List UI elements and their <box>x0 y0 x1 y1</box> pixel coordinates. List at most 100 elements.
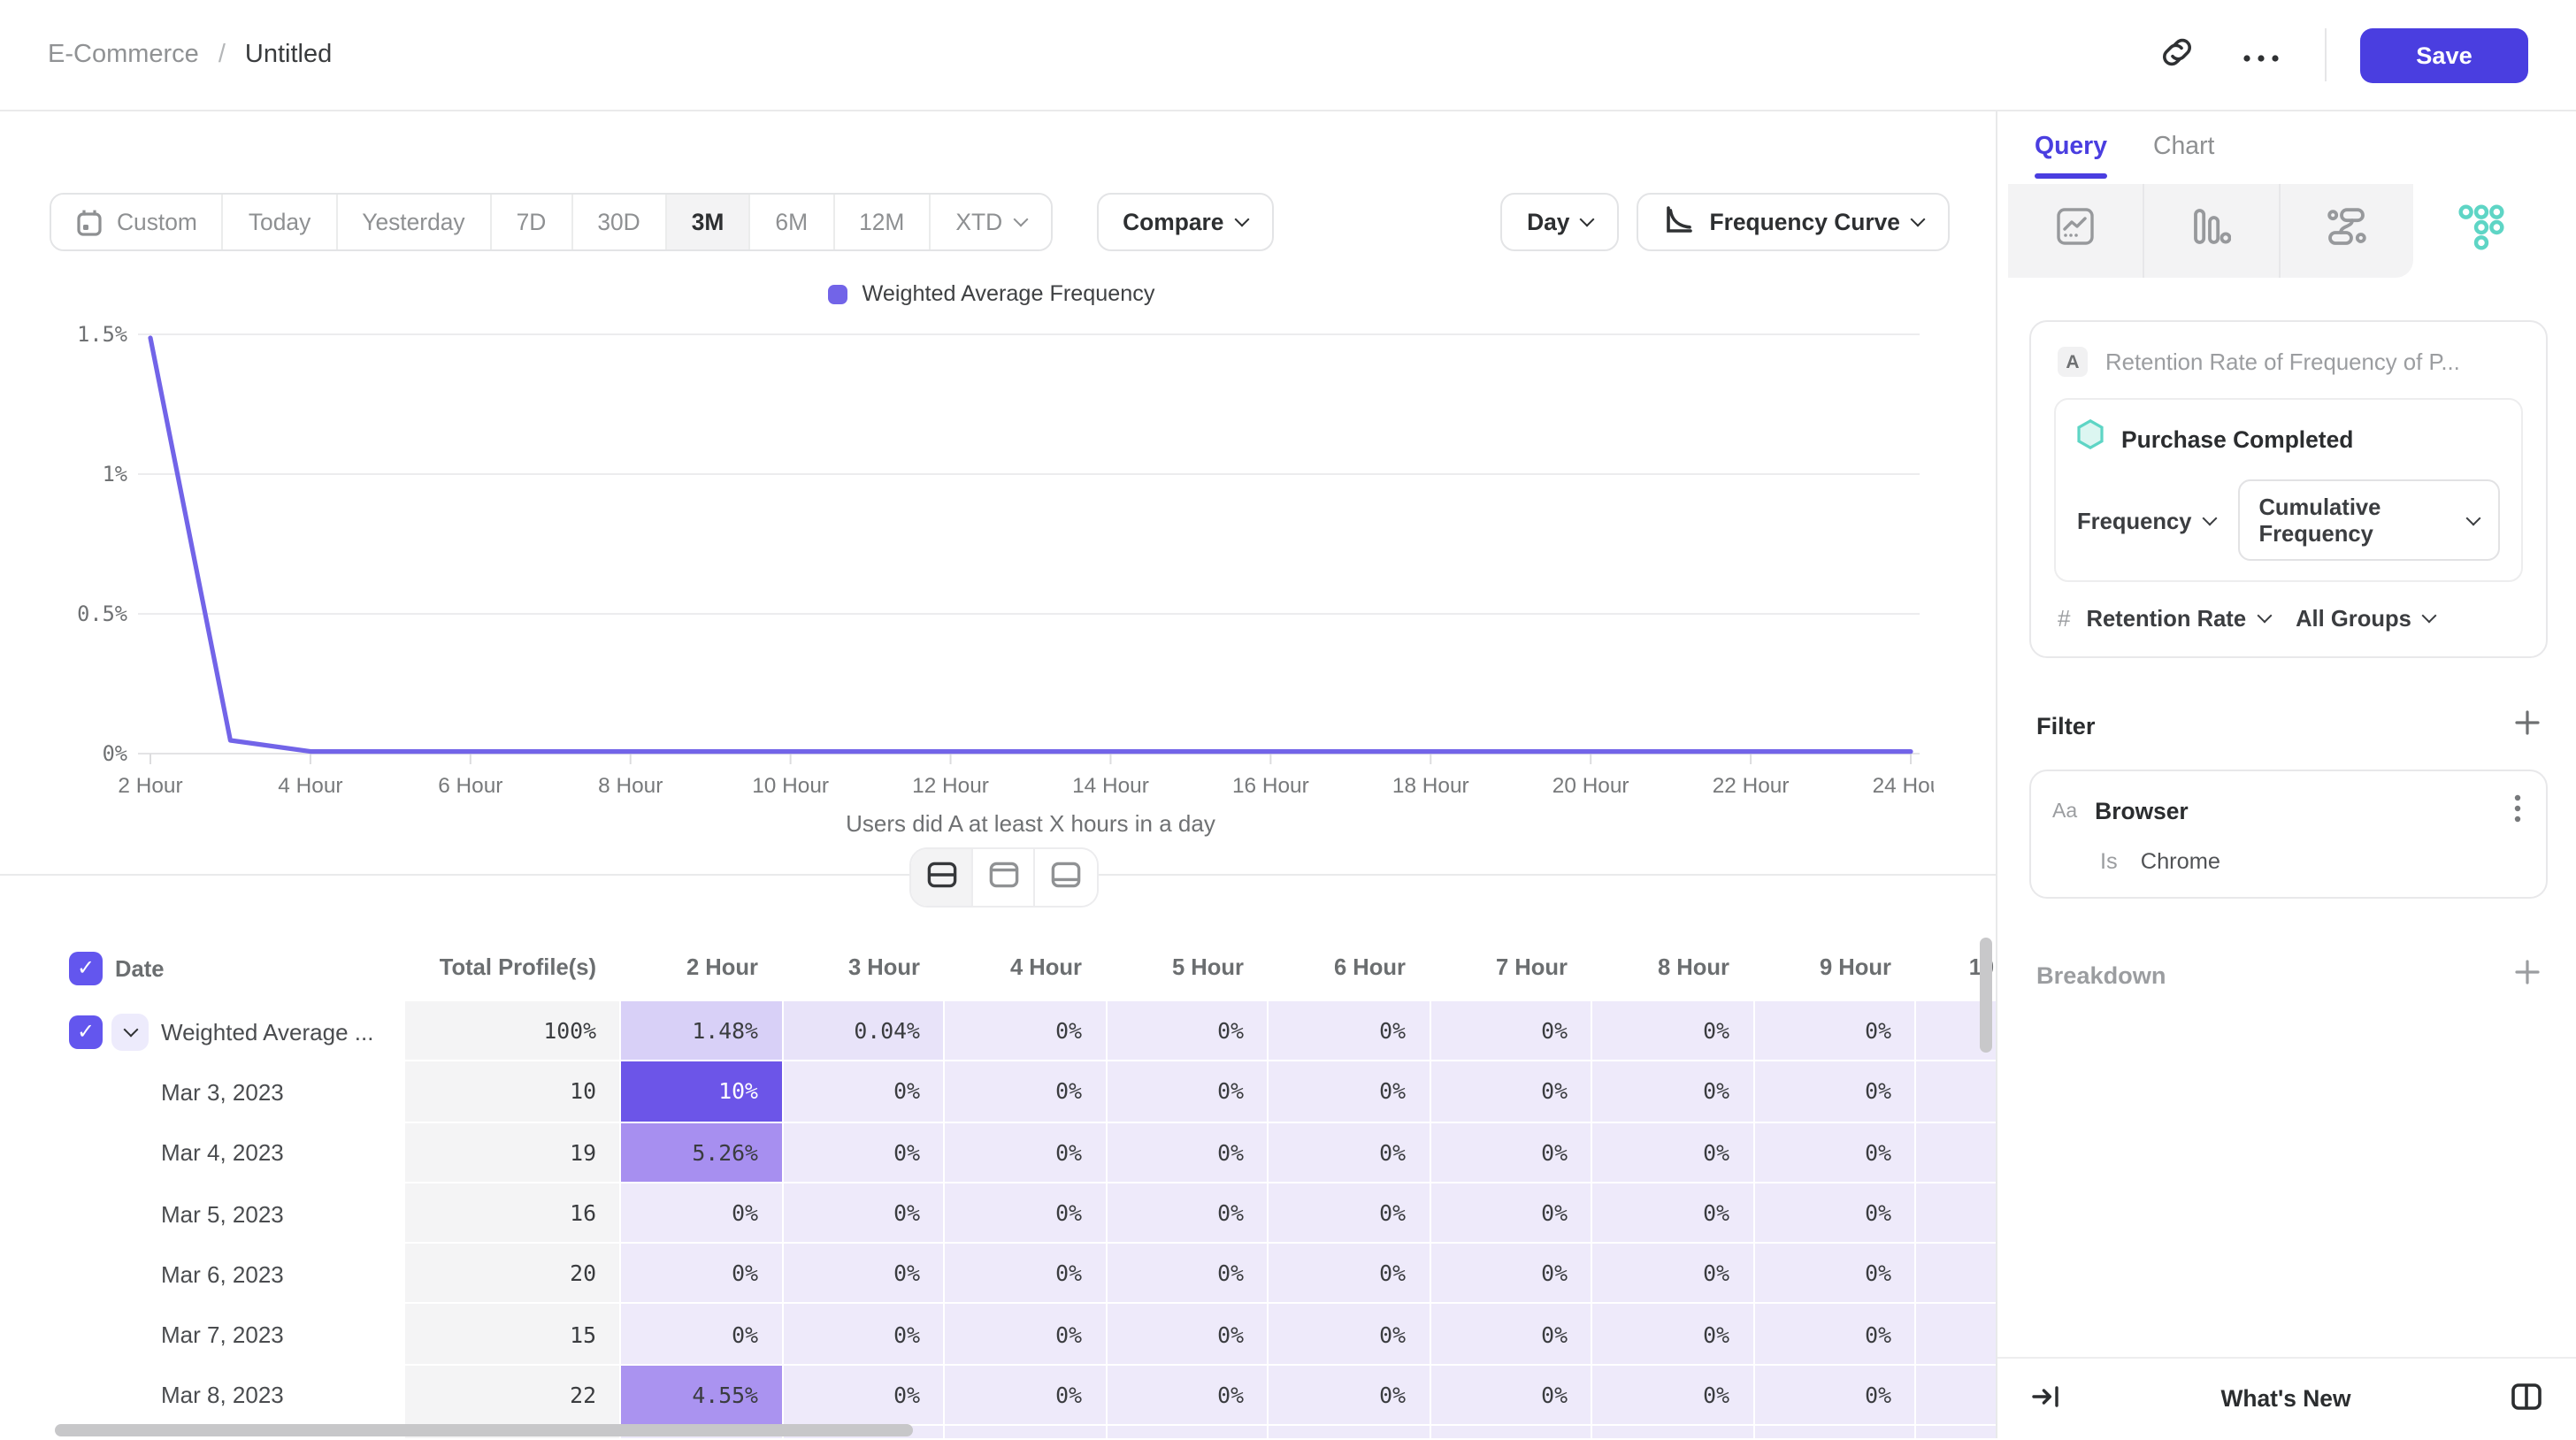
range-6m[interactable]: 6M <box>750 195 835 249</box>
plus-icon <box>2514 959 2541 991</box>
compare-button[interactable]: Compare <box>1096 193 1274 251</box>
total-profiles-cell: 22 <box>405 1365 621 1427</box>
value-cell: 0% <box>945 1183 1107 1245</box>
active-tab-underline <box>2035 173 2108 179</box>
chart-type-button[interactable]: Frequency Curve <box>1637 193 1950 251</box>
row-checkbox[interactable] <box>69 1015 103 1049</box>
panel-tabs: Query Chart <box>1997 111 2576 179</box>
granularity-button[interactable]: Day <box>1500 193 1620 251</box>
filter-heading: Filter <box>2036 712 2096 739</box>
chart-legend[interactable]: Weighted Average Frequency <box>50 281 1934 306</box>
value-cell: 0% <box>621 1304 783 1366</box>
date-cell: Weighted Average ... <box>0 1001 405 1062</box>
value-cell: 0% <box>1269 1122 1430 1183</box>
value-cell: 0% <box>945 1244 1107 1305</box>
svg-text:Users did A at least X hours i: Users did A at least X hours in a day <box>846 810 1215 837</box>
value-cell: 0% <box>1430 1061 1592 1123</box>
measure-dropdown[interactable]: Retention Rate <box>2086 605 2272 632</box>
horizontal-scrollbar[interactable] <box>55 1424 913 1436</box>
link-icon <box>2158 34 2196 76</box>
content: Custom Today Yesterday 7D 30D 3M 6M 12M XTD Comp… <box>0 111 2576 1438</box>
value-cell: 10% <box>621 1061 783 1123</box>
filter-menu-button[interactable] <box>2511 791 2525 831</box>
layout-chart-icon <box>988 862 1018 893</box>
value-cell <box>1592 1426 1754 1438</box>
range-yesterday[interactable]: Yesterday <box>337 195 492 249</box>
total-profiles-cell: 16 <box>405 1183 621 1245</box>
row-expander[interactable] <box>111 1013 149 1051</box>
report-type-funnels[interactable] <box>2143 184 2280 278</box>
date-cell: Mar 8, 2023 <box>0 1365 405 1427</box>
value-cell <box>1430 1426 1592 1438</box>
value-cell: 0% <box>1107 1244 1269 1305</box>
range-7d[interactable]: 7D <box>491 195 573 249</box>
svg-text:4 Hour: 4 Hour <box>278 774 342 798</box>
frequency-type-dropdown[interactable]: Cumulative Frequency <box>2237 479 2500 561</box>
report-type-retention[interactable] <box>2413 184 2548 278</box>
row-label: Mar 7, 2023 <box>161 1321 284 1349</box>
date-header-cell: Date <box>0 934 405 1001</box>
more-options-button[interactable] <box>2235 34 2288 75</box>
vertical-scrollbar[interactable] <box>1980 938 1992 1053</box>
svg-text:10 Hour: 10 Hour <box>752 774 829 798</box>
range-12m[interactable]: 12M <box>834 195 932 249</box>
value-cell: 0% <box>1269 1365 1430 1427</box>
ellipsis-icon <box>2242 42 2281 68</box>
legend-swatch <box>828 284 848 303</box>
report-type-switcher <box>2008 184 2548 278</box>
column-header-3-hour: 3 Hour <box>783 934 945 1001</box>
collapse-panel-button[interactable] <box>2024 1374 2068 1423</box>
report-type-insights[interactable] <box>2008 184 2144 278</box>
event-selector[interactable]: Purchase Completed <box>2077 418 2500 458</box>
add-filter-button[interactable] <box>2511 706 2544 745</box>
report-canvas: Custom Today Yesterday 7D 30D 3M 6M 12M XTD Comp… <box>0 111 1997 1438</box>
total-profiles-cell: 100% <box>405 1001 621 1062</box>
range-3m[interactable]: 3M <box>666 195 751 249</box>
value-cell: 0% <box>1754 1244 1916 1305</box>
step-title[interactable]: Retention Rate of Frequency of P... <box>2105 349 2460 375</box>
svg-text:8 Hour: 8 Hour <box>598 774 663 798</box>
value-cell: 0.04% <box>783 1001 945 1062</box>
range-custom[interactable]: Custom <box>51 195 224 249</box>
groups-dropdown[interactable]: All Groups <box>2296 605 2437 632</box>
layout-chart-button[interactable] <box>973 849 1035 906</box>
query-step-card: A Retention Rate of Frequency of P... Pu… <box>2029 320 2548 658</box>
toggle-sidebar-button[interactable] <box>2503 1374 2549 1423</box>
value-cell: 0% <box>1916 1244 1996 1305</box>
range-30d[interactable]: 30D <box>572 195 667 249</box>
frequency-dropdown[interactable]: Frequency <box>2077 507 2217 533</box>
tab-chart[interactable]: Chart <box>2153 133 2215 161</box>
breadcrumb-project[interactable]: E-Commerce <box>48 41 199 69</box>
value-cell: 0% <box>621 1183 783 1245</box>
row-label: Weighted Average ... <box>161 1018 374 1046</box>
value-cell: 0% <box>1592 1001 1754 1062</box>
whats-new-link[interactable]: What's New <box>2220 1385 2351 1412</box>
filter-property-name[interactable]: Browser <box>2095 798 2189 824</box>
value-cell: 0% <box>1107 1061 1269 1123</box>
svg-text:18 Hour: 18 Hour <box>1392 774 1469 798</box>
report-title[interactable]: Untitled <box>244 41 333 69</box>
funnels-icon <box>2190 207 2232 255</box>
copy-link-button[interactable] <box>2151 27 2203 83</box>
value-cell: 0% <box>783 1244 945 1305</box>
layout-table-button[interactable] <box>1035 849 1097 906</box>
value-cell: 0% <box>1269 1001 1430 1062</box>
range-today[interactable]: Today <box>223 195 338 249</box>
select-all-checkbox[interactable] <box>69 951 103 984</box>
add-breakdown-button[interactable] <box>2511 955 2544 994</box>
query-step-header: A Retention Rate of Frequency of P... <box>2058 347 2519 377</box>
filter-operator[interactable]: Is <box>2100 849 2118 874</box>
report-type-flows[interactable] <box>2280 184 2414 278</box>
filter-section-header: Filter <box>2036 706 2544 745</box>
tab-query[interactable]: Query <box>2035 133 2108 179</box>
value-cell: 0% <box>1269 1244 1430 1305</box>
column-header-4-hour: 4 Hour <box>945 934 1107 1001</box>
date-range-group: Custom Today Yesterday 7D 30D 3M 6M 12M XTD <box>50 193 1053 251</box>
save-button[interactable]: Save <box>2360 27 2528 82</box>
value-cell: 0% <box>945 1365 1107 1427</box>
range-xtd[interactable]: XTD <box>931 195 1051 249</box>
layout-split-button[interactable] <box>911 849 973 906</box>
filter-value[interactable]: Chrome <box>2140 849 2220 874</box>
